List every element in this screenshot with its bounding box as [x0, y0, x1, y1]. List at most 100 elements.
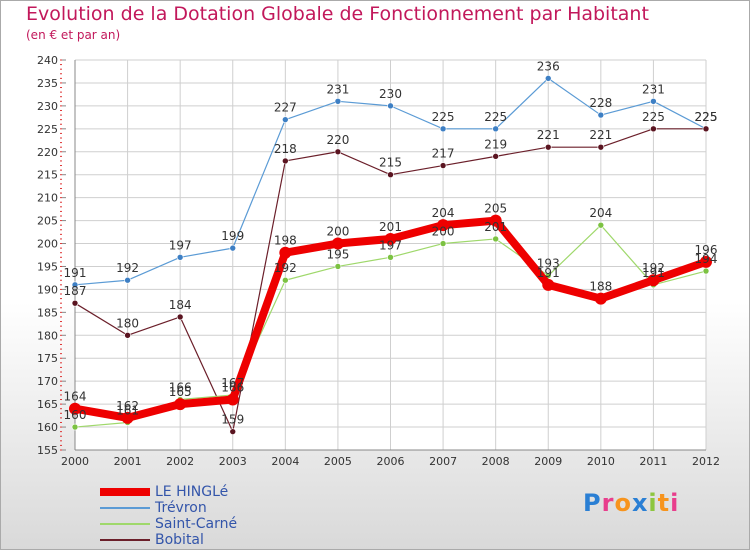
data-label: 197	[379, 238, 402, 252]
x-tick-label: 2008	[482, 455, 510, 468]
data-point	[702, 267, 710, 275]
data-point	[229, 244, 237, 252]
data-point	[597, 221, 605, 229]
data-label: 191	[642, 266, 665, 280]
legend-item: LE HINGLé	[100, 484, 320, 500]
x-tick-label: 2007	[429, 455, 457, 468]
data-point	[334, 148, 342, 156]
data-point	[542, 278, 555, 291]
data-label: 166	[169, 381, 192, 395]
legend-swatch-0	[100, 488, 150, 496]
data-point	[124, 331, 131, 339]
data-label: 231	[326, 82, 349, 96]
data-point	[702, 125, 710, 133]
data-point	[71, 281, 79, 289]
y-tick-label: 170	[37, 375, 58, 388]
data-point	[176, 253, 184, 261]
data-label: 227	[274, 101, 297, 115]
chart-title: Evolution de la Dotation Globale de Fonc…	[26, 3, 649, 25]
x-tick-label: 2011	[639, 455, 667, 468]
y-tick-label: 235	[37, 77, 58, 90]
data-label: 167	[221, 376, 244, 390]
y-tick-label: 225	[37, 123, 58, 136]
legend-label: LE HINGLé	[155, 484, 229, 500]
data-point	[700, 255, 712, 268]
data-label: 221	[537, 128, 560, 142]
data-label: 201	[484, 220, 507, 234]
data-label: 188	[589, 280, 612, 294]
data-point	[282, 116, 289, 123]
legend-swatch-2	[100, 523, 150, 525]
logo-letter: r	[601, 489, 615, 517]
data-label: 162	[116, 399, 139, 413]
data-label: 180	[116, 316, 139, 330]
data-label: 225	[695, 110, 718, 124]
data-point	[384, 232, 397, 245]
y-tick-label: 180	[37, 329, 58, 342]
data-label: 187	[64, 284, 87, 298]
logo-letter: i	[648, 489, 658, 517]
line-chart: 155 160 165 170 175 180 185 190 195 200 205 210 215 2…	[37, 54, 720, 468]
data-label: 236	[537, 59, 560, 73]
data-label: 192	[116, 261, 139, 275]
data-label: 191	[537, 266, 560, 280]
legend-item: Saint-Carné	[100, 516, 320, 532]
data-label: 219	[484, 137, 507, 151]
data-point	[597, 111, 605, 119]
data-label: 197	[169, 238, 192, 252]
data-label: 199	[221, 229, 244, 243]
data-point	[69, 402, 81, 415]
data-point	[121, 411, 134, 424]
data-point	[229, 428, 237, 435]
y-tick-label: 205	[37, 215, 58, 228]
data-label: 230	[379, 87, 402, 101]
data-label: 220	[326, 133, 349, 147]
data-point	[439, 125, 447, 133]
data-point	[226, 393, 239, 406]
data-point	[492, 153, 499, 160]
legend-swatch-1	[100, 507, 150, 509]
logo-letter: i	[670, 489, 680, 517]
data-point	[279, 246, 292, 259]
y-tick-label: 200	[37, 238, 58, 251]
legend-item: Trévron	[100, 500, 320, 516]
x-tick-label: 2004	[271, 455, 299, 468]
data-point	[647, 274, 660, 287]
data-point	[71, 299, 79, 307]
y-tick-label: 185	[37, 306, 58, 319]
data-point	[124, 276, 131, 284]
y-tick-label: 195	[37, 260, 58, 273]
y-tick-label: 220	[37, 146, 58, 159]
data-point	[387, 102, 394, 110]
logo-letter: o	[614, 489, 632, 517]
data-label: 165	[169, 385, 192, 399]
data-point	[334, 263, 342, 270]
data-label: 193	[537, 257, 560, 271]
data-label: 164	[64, 390, 87, 404]
data-label: 200	[326, 225, 349, 239]
data-label: 225	[484, 110, 507, 124]
data-point	[331, 237, 344, 250]
data-label: 215	[379, 156, 402, 170]
x-tick-label: 2009	[534, 455, 562, 468]
data-label: 195	[326, 247, 349, 261]
data-label: 204	[589, 206, 612, 220]
y-tick-label: 215	[37, 169, 58, 182]
data-point	[492, 125, 499, 133]
data-label: 192	[642, 261, 665, 275]
data-point	[650, 97, 657, 105]
data-label: 160	[64, 408, 87, 422]
data-point	[544, 143, 552, 151]
data-point	[594, 292, 607, 305]
data-label: 231	[642, 82, 665, 96]
x-tick-label: 2000	[61, 455, 89, 468]
data-label: 221	[589, 128, 612, 142]
logo-letter: P	[583, 489, 602, 517]
logo-letter: x	[631, 489, 649, 517]
data-label: 218	[274, 142, 297, 156]
data-point	[174, 398, 187, 411]
data-label: 194	[695, 252, 718, 266]
y-tick-label: 155	[37, 444, 58, 457]
data-label: 192	[274, 261, 297, 275]
y-tick-label: 230	[37, 100, 58, 113]
